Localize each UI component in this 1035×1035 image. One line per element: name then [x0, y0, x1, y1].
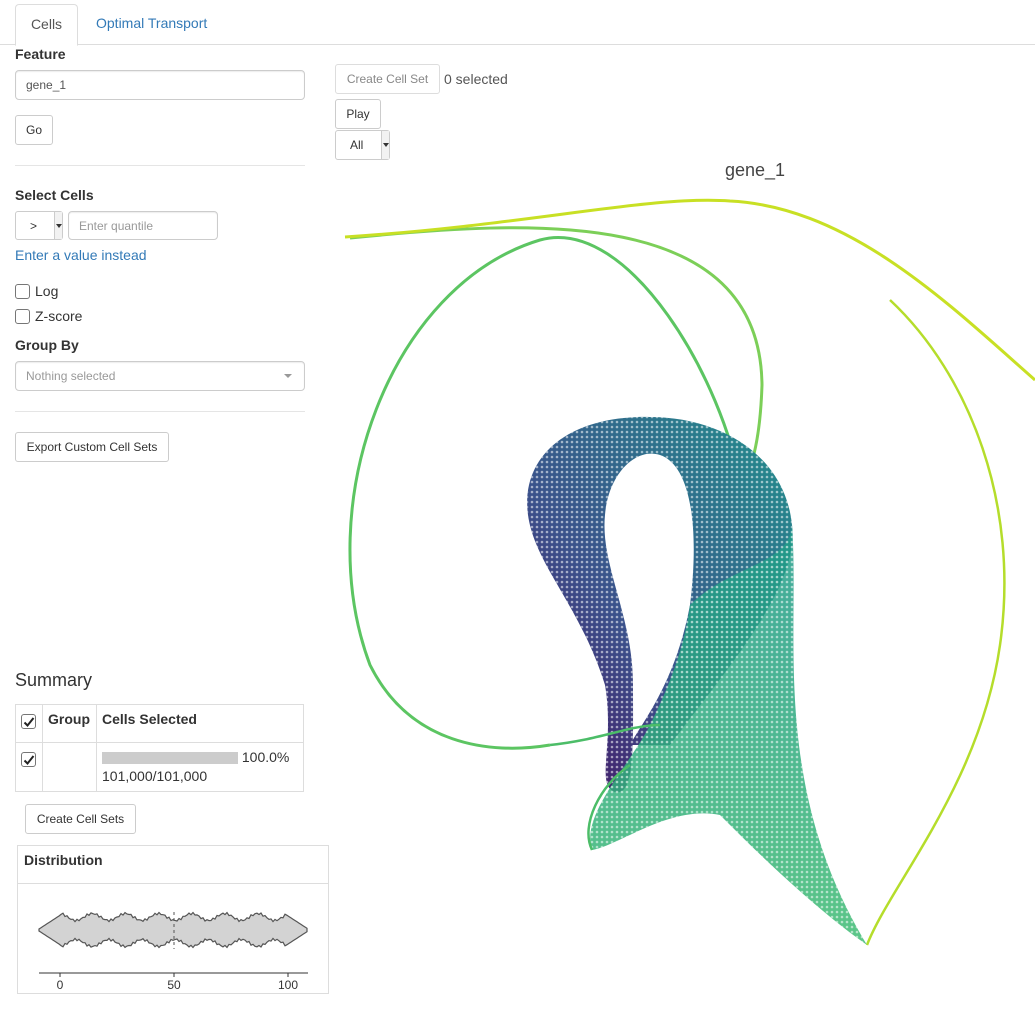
selection-percent: 100.0%: [241, 749, 290, 765]
distribution-violin-plot: 0 50 100: [38, 911, 308, 992]
x-tick-50: 50: [167, 978, 181, 992]
row-checkbox[interactable]: [21, 752, 36, 767]
tab-cells[interactable]: Cells: [15, 4, 78, 46]
trajectory-left-arc: [348, 236, 742, 750]
group-by-label: Group By: [15, 337, 79, 353]
check-icon: [23, 716, 34, 727]
select-all-cell: [15, 704, 43, 743]
selected-count: 0 selected: [444, 71, 508, 87]
check-icon: [23, 754, 34, 765]
tab-optimal-transport[interactable]: Optimal Transport: [96, 15, 208, 31]
row-cells-selected: 100.0% 101,000/101,000: [96, 742, 304, 792]
enter-value-link[interactable]: Enter a value instead: [15, 247, 147, 263]
log-label: Log: [35, 283, 59, 299]
trajectory-right-branch: [865, 299, 1006, 946]
zscore-checkbox-row[interactable]: Z-score: [15, 308, 82, 324]
summary-title: Summary: [15, 670, 93, 690]
quantile-input[interactable]: Enter quantile: [68, 211, 218, 240]
chevron-down-icon: [284, 374, 292, 378]
time-select[interactable]: All: [335, 130, 390, 160]
log-checkbox-row[interactable]: Log: [15, 283, 58, 299]
select-cells-label: Select Cells: [15, 187, 94, 203]
create-cell-sets-button[interactable]: Create Cell Sets: [25, 804, 136, 834]
trajectory-outer-loop: [349, 226, 764, 487]
selection-progress-bar: [102, 752, 238, 765]
table-row: 100.0% 101,000/101,000: [15, 742, 304, 792]
distribution-panel: Distribution 0 50 100: [17, 845, 329, 994]
row-group-cell: [42, 742, 97, 792]
time-select-value: All: [350, 138, 364, 152]
feature-label: Feature: [15, 46, 66, 62]
export-custom-cell-sets-button[interactable]: Export Custom Cell Sets: [15, 432, 169, 462]
embedding-scatter-plot[interactable]: [330, 185, 1035, 1035]
log-checkbox[interactable]: [15, 283, 30, 299]
x-tick-0: 0: [57, 978, 64, 992]
chevron-down-icon: [54, 212, 62, 239]
summary-header-row: Group Cells Selected: [15, 704, 304, 743]
group-by-placeholder: Nothing selected: [26, 369, 116, 383]
distribution-title: Distribution: [18, 846, 328, 884]
divider: [15, 165, 305, 166]
play-button[interactable]: Play: [335, 99, 381, 129]
select-all-checkbox[interactable]: [21, 714, 36, 729]
zscore-label: Z-score: [35, 308, 83, 324]
trajectory-top-yellow: [344, 198, 1035, 382]
zscore-checkbox[interactable]: [15, 308, 30, 324]
group-header: Group: [42, 704, 97, 743]
row-checkbox-cell: [15, 742, 43, 792]
plot-title: gene_1: [724, 160, 786, 180]
go-button[interactable]: Go: [15, 115, 53, 145]
divider: [15, 411, 305, 412]
group-by-select[interactable]: Nothing selected: [15, 361, 305, 391]
selection-count: 101,000/101,000: [102, 768, 208, 784]
violin-shape: [38, 911, 308, 949]
tab-bar: Cells Optimal Transport: [0, 0, 1035, 46]
chevron-down-icon: [381, 131, 389, 159]
cells-selected-header: Cells Selected: [96, 704, 304, 743]
create-cell-set-button[interactable]: Create Cell Set: [335, 64, 440, 94]
feature-input[interactable]: gene_1: [15, 70, 305, 100]
operator-select[interactable]: >: [15, 211, 63, 240]
summary-table: Group Cells Selected 100.0% 101,000/101,…: [15, 704, 304, 792]
operator-value: >: [30, 218, 38, 233]
x-tick-100: 100: [278, 978, 298, 992]
trajectory-bottom-loop: [549, 723, 661, 851]
